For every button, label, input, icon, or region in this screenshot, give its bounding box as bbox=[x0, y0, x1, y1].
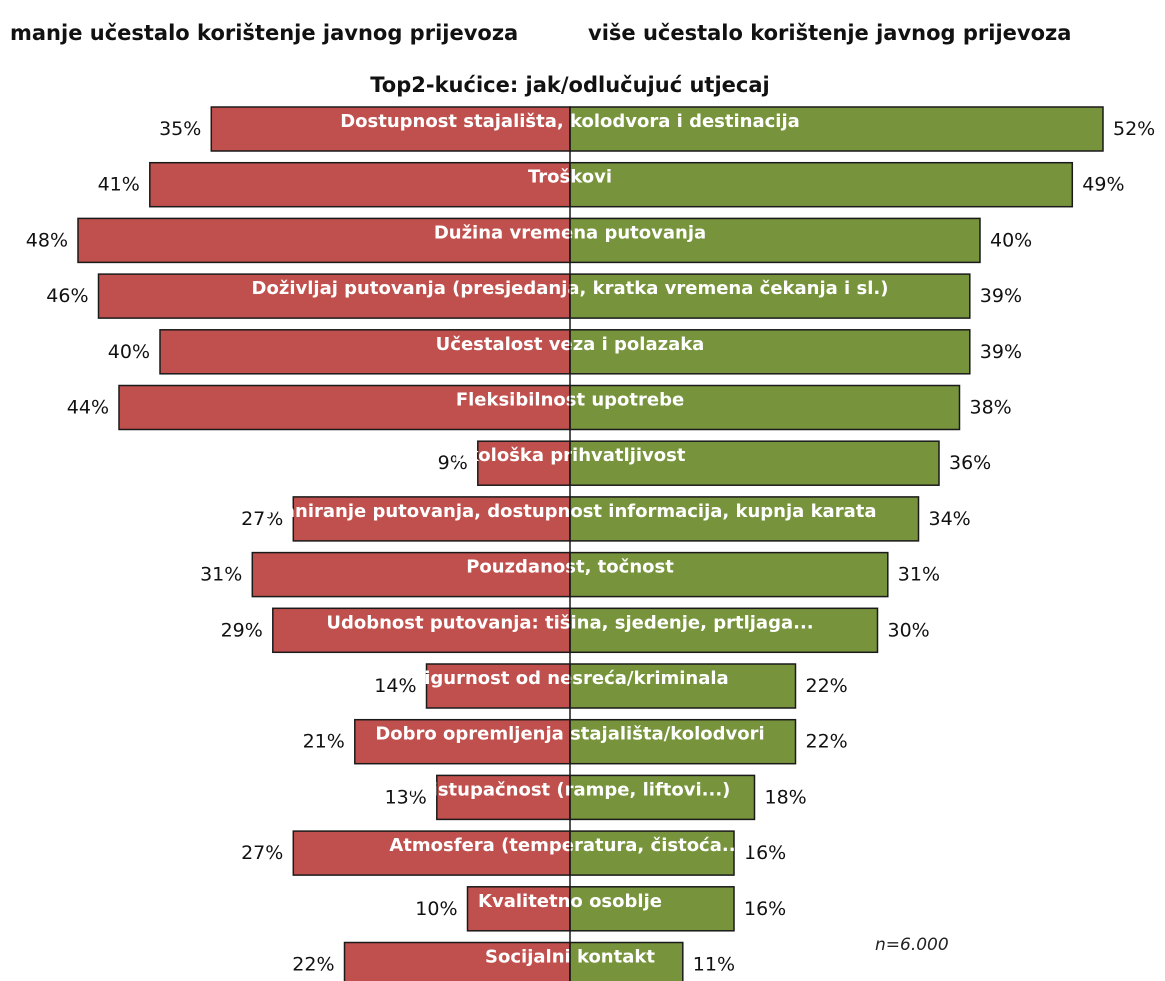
right-value-label: 52% bbox=[1113, 118, 1155, 140]
left-bar bbox=[210, 106, 571, 152]
right-value-label: 18% bbox=[765, 786, 807, 808]
left-value-label: 48% bbox=[26, 229, 68, 251]
right-bar bbox=[569, 607, 879, 654]
right-bar bbox=[569, 774, 756, 821]
right-bar bbox=[569, 663, 797, 709]
right-value-label: 40% bbox=[990, 229, 1032, 251]
left-value-label: 27% bbox=[241, 842, 283, 864]
right-value-label: 39% bbox=[980, 341, 1022, 363]
left-bar bbox=[97, 273, 571, 319]
left-bar bbox=[292, 830, 571, 876]
left-value-label: 21% bbox=[303, 731, 345, 753]
right-value-label: 22% bbox=[806, 731, 848, 753]
right-bar bbox=[569, 941, 684, 981]
bars-group: 35% 52%Dostupnost stajališta, kolodvora i… bbox=[26, 106, 1155, 981]
left-bar bbox=[77, 217, 571, 264]
right-bar bbox=[569, 329, 971, 375]
right-bar bbox=[569, 551, 889, 598]
left-value-label: 27% bbox=[241, 508, 283, 530]
right-value-label: 11% bbox=[693, 954, 735, 976]
right-bar bbox=[569, 886, 735, 932]
left-value-label: 44% bbox=[67, 397, 109, 419]
right-value-label: 49% bbox=[1082, 174, 1124, 196]
left-bar bbox=[425, 663, 571, 709]
left-bar bbox=[272, 607, 571, 654]
left-value-label: 9% bbox=[438, 452, 468, 474]
left-value-label: 13% bbox=[385, 786, 427, 808]
right-bar bbox=[569, 161, 1074, 208]
left-bar bbox=[118, 384, 571, 431]
left-value-label: 46% bbox=[46, 285, 88, 307]
right-bar bbox=[569, 830, 735, 876]
right-value-label: 39% bbox=[980, 285, 1022, 307]
right-bar bbox=[569, 496, 920, 542]
right-header: više učestalo korištenje javnog prijevoz… bbox=[588, 21, 1071, 45]
right-bar bbox=[569, 273, 971, 319]
left-value-label: 41% bbox=[98, 174, 140, 196]
left-value-label: 31% bbox=[200, 564, 242, 586]
left-value-label: 40% bbox=[108, 341, 150, 363]
left-bar bbox=[477, 440, 571, 486]
right-value-label: 38% bbox=[970, 397, 1012, 419]
right-bar bbox=[569, 217, 981, 264]
sample-size-note: n=6.000 bbox=[875, 935, 949, 955]
left-value-label: 35% bbox=[159, 118, 201, 140]
left-value-label: 22% bbox=[292, 954, 334, 976]
right-value-label: 34% bbox=[929, 508, 971, 530]
right-bar bbox=[569, 106, 1104, 152]
left-bar bbox=[436, 774, 571, 821]
chart-title: Top2-kućice: jak/odlučujuć utjecaj bbox=[370, 73, 769, 97]
left-bar bbox=[149, 161, 571, 208]
left-header: manje učestalo korištenje javnog prijevo… bbox=[10, 21, 518, 45]
right-bar bbox=[569, 440, 940, 486]
right-value-label: 30% bbox=[888, 619, 930, 641]
right-bar bbox=[569, 718, 797, 765]
left-value-label: 10% bbox=[415, 898, 457, 920]
right-value-label: 22% bbox=[806, 675, 848, 697]
left-value-label: 14% bbox=[374, 675, 416, 697]
left-bar bbox=[159, 329, 571, 375]
right-value-label: 36% bbox=[949, 452, 991, 474]
right-value-label: 31% bbox=[898, 564, 940, 586]
right-value-label: 16% bbox=[744, 842, 786, 864]
right-value-label: 16% bbox=[744, 898, 786, 920]
left-bar bbox=[251, 551, 571, 598]
left-value-label: 29% bbox=[221, 619, 263, 641]
